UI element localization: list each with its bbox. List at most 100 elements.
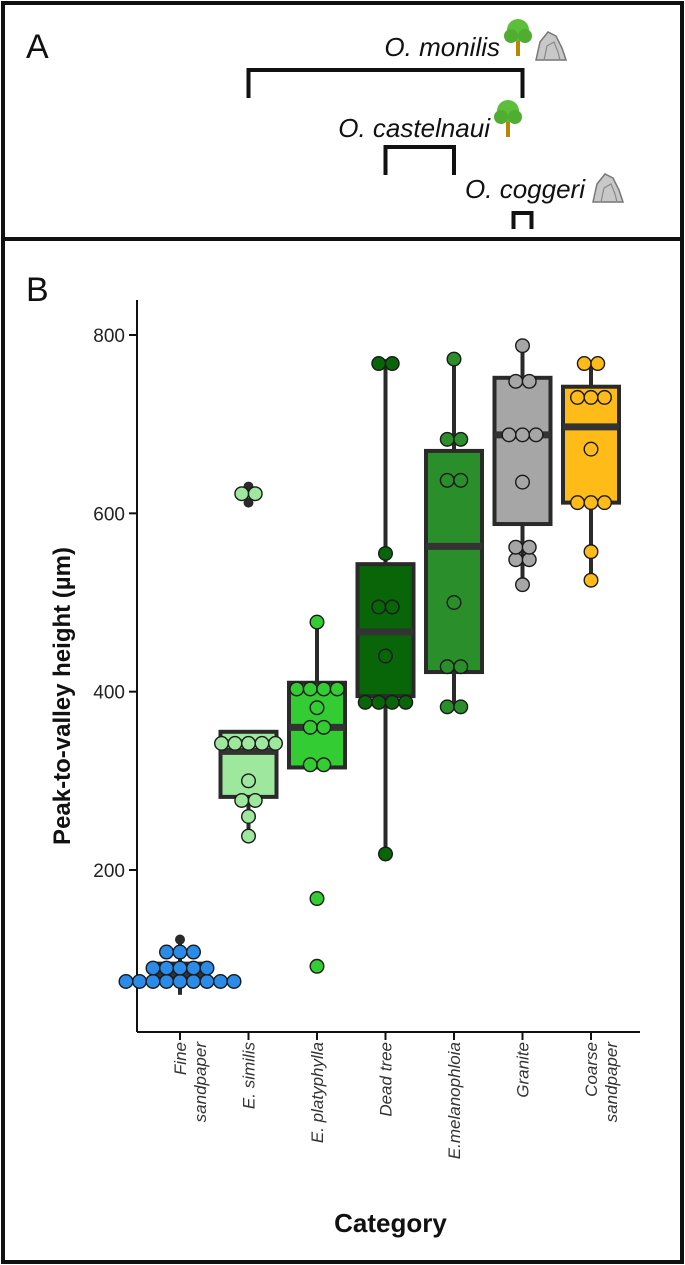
point-fine-sandpaper-13	[199, 960, 215, 976]
species-ranges: O. monilis O. castelnaui O. coggeri	[246, 19, 625, 229]
point-coarse-sandpaper-7	[583, 389, 599, 405]
boxplot-chart: 200 400 600 800 Peak-to-valley height (µm) Ca…	[49, 300, 640, 1238]
point-coarse-sandpaper-6	[570, 389, 586, 405]
point-fine-sandpaper-9	[145, 960, 161, 976]
point-e-similis-0	[240, 828, 256, 844]
x-tick-label-line: sandpaper	[602, 1041, 621, 1123]
point-e-similis-1	[240, 809, 256, 825]
x-tick-label-line: Dead tree	[377, 1042, 396, 1117]
point-e-similis-2	[234, 792, 250, 808]
rock-detail	[600, 183, 618, 203]
category-coarse-sandpaper: Coarsesandpaper	[561, 356, 621, 1123]
x-tick-label-e-platyphylla: E. platyphylla	[308, 1042, 327, 1143]
x-tick-label-coarse-sandpaper: Coarsesandpaper	[582, 1041, 621, 1123]
point-e-similis-10	[234, 486, 250, 502]
y-tick-label-400: 400	[93, 683, 125, 704]
point-e-platyphylla-8	[302, 681, 318, 697]
category-e-similis: E. similis	[213, 481, 284, 1110]
point-granite-6	[501, 427, 517, 443]
point-coarse-sandpaper-8	[597, 389, 613, 405]
point-granite-2	[521, 552, 537, 568]
panel-b: B 200 400 600 800 Peak-to-valley height (µm)…	[1, 237, 684, 1264]
y-tick-label-800: 800	[93, 326, 125, 347]
point-granite-10	[521, 373, 537, 389]
x-tick-label-line: sandpaper	[191, 1041, 210, 1123]
point-fine-sandpaper-15	[172, 944, 188, 960]
point-coarse-sandpaper-1	[583, 544, 599, 560]
species-range-1: O. monilis	[246, 19, 568, 98]
point-granite-0	[515, 577, 531, 593]
point-fine-sandpaper-0	[118, 973, 134, 989]
x-tick-label-dead-tree: Dead tree	[377, 1042, 396, 1117]
x-axis-title: Category	[334, 1208, 447, 1238]
rock-icon	[535, 31, 568, 61]
point-granite-4	[521, 539, 537, 555]
point-granite-8	[528, 427, 544, 443]
point-dead-tree-7	[384, 599, 400, 615]
category-dead-tree: Dead tree	[355, 356, 416, 1117]
point-fine-sandpaper-1	[131, 973, 147, 989]
x-tick-label-e-similis: E. similis	[240, 1042, 259, 1110]
point-e-platyphylla-4	[302, 719, 318, 735]
x-tick-label-line: E. platyphylla	[308, 1042, 327, 1143]
point-granite-7	[515, 427, 531, 443]
point-fine-sandpaper-2	[145, 973, 161, 989]
point-dead-tree-10	[384, 356, 400, 372]
range-bracket	[383, 145, 456, 175]
category-fine-sandpaper: Finesandpaper	[118, 934, 242, 1123]
x-tick-label-line: E. similis	[240, 1042, 259, 1110]
point-dead-tree-5	[378, 648, 394, 664]
point-coarse-sandpaper-10	[590, 356, 606, 372]
point-coarse-sandpaper-9	[576, 356, 592, 372]
point-e-similis-6	[227, 735, 243, 751]
point-fine-sandpaper-4	[172, 973, 188, 989]
point-e-melanophloia-5	[439, 472, 455, 488]
panel-a: A O. monilis O. castelnaui O. coggeri	[1, 1, 684, 241]
point-e-platyphylla-5	[316, 719, 332, 735]
point-coarse-sandpaper-4	[597, 495, 613, 511]
tree-trunk	[506, 121, 510, 137]
point-e-platyphylla-1	[309, 891, 325, 907]
point-granite-9	[508, 373, 524, 389]
x-tick-label-line: Fine	[171, 1042, 190, 1075]
point-granite-11	[515, 338, 531, 354]
point-e-similis-5	[213, 735, 229, 751]
point-granite-5	[515, 474, 531, 490]
category-e-platyphylla: E. platyphylla	[287, 614, 347, 1143]
point-e-similis-7	[240, 735, 256, 751]
range-bracket	[246, 68, 525, 98]
x-tick-label-line: Coarse	[582, 1042, 601, 1097]
point-fine-sandpaper-12	[185, 960, 201, 976]
point-fine-sandpaper-5	[185, 973, 201, 989]
point-e-platyphylla-10	[329, 681, 345, 697]
species-name: O. coggeri	[465, 174, 586, 204]
y-tick-label-600: 600	[93, 504, 125, 525]
point-e-similis-11	[247, 486, 263, 502]
point-e-platyphylla-3	[316, 757, 332, 773]
point-dead-tree-3	[384, 694, 400, 710]
panel-a-label: A	[26, 28, 49, 66]
point-e-platyphylla-2	[302, 757, 318, 773]
x-tick-label-line: Granite	[514, 1042, 533, 1098]
point-e-melanophloia-2	[439, 659, 455, 675]
point-e-melanophloia-1	[453, 699, 469, 715]
point-granite-1	[508, 552, 524, 568]
panel-b-border	[1, 237, 684, 1264]
y-tick-label-200: 200	[93, 861, 125, 882]
point-e-similis-8	[254, 735, 270, 751]
outlier-fine-sandpaper-0	[175, 934, 185, 945]
point-fine-sandpaper-6	[199, 973, 215, 989]
tree-crown-left	[504, 29, 518, 43]
point-dead-tree-2	[371, 694, 387, 710]
point-e-melanophloia-7	[439, 431, 455, 447]
point-fine-sandpaper-10	[158, 960, 174, 976]
point-e-melanophloia-9	[446, 351, 462, 367]
point-coarse-sandpaper-3	[583, 495, 599, 511]
tree-icon	[504, 19, 532, 56]
tree-crown-right	[518, 29, 532, 43]
point-fine-sandpaper-11	[172, 960, 188, 976]
point-coarse-sandpaper-5	[583, 441, 599, 457]
x-tick-label-line: E.melanophloia	[445, 1042, 464, 1159]
point-dead-tree-4	[398, 694, 414, 710]
